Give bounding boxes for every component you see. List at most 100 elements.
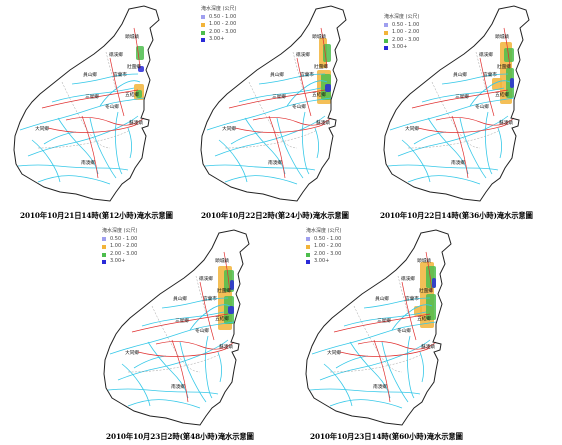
town-label: 壯圍鄉 [217,287,231,294]
river-line [214,115,326,157]
flood-map-panel-5: 淹水深度 (公尺) 0.50 - 1.00 1.00 - 2.00 2.00 -… [292,222,482,445]
river-line [407,175,481,185]
town-label: 南澳鄉 [268,159,282,166]
river-line [381,341,409,403]
legend-title: 淹水深度 (公尺) [102,228,138,234]
river-line [497,127,502,159]
river-line [114,111,123,175]
town-label: 大同鄉 [327,349,341,356]
town-label: 冬山鄉 [397,327,411,334]
river-line [389,97,515,131]
legend-label-3: 2.00 - 3.00 [110,250,138,257]
county-boundary [383,5,530,202]
river-line [147,341,189,399]
river-line [218,139,248,183]
town-label: 蘇澳鎮 [219,343,233,350]
river-line [419,351,424,383]
town-label: 員山鄉 [270,71,284,78]
river-line [401,139,431,183]
county-land [384,6,529,201]
town-label: 蘇澳鎮 [421,343,435,350]
township-boundary [353,305,403,373]
legend-swatch-4 [201,38,205,43]
river-line [109,321,235,355]
township-boundary [195,275,207,315]
river-line [276,117,304,179]
river-line [204,335,213,399]
river-line [224,175,298,185]
town-label: 三星鄉 [272,93,286,100]
road-line [503,27,511,69]
county-boundary [103,229,250,426]
road-line [479,57,495,117]
county-land [14,6,159,201]
legend-swatch-3 [384,38,388,43]
town-label: 宜蘭市 [405,295,419,302]
river-line [71,73,139,85]
legend-swatch-3 [306,252,310,257]
river-line [127,399,201,409]
town-label: 礁溪鄉 [199,275,213,282]
legend-swatch-4 [384,46,388,51]
map-caption-4: 2010年10月23日2時(第48小時)淹水示意圖 [106,432,254,441]
road-line [451,115,469,179]
legend-label-4: 3.00+ [209,36,225,43]
road-line [435,117,515,126]
town-label: 五結鄉 [417,315,431,322]
river-line [441,73,509,85]
town-label: 五結鄉 [312,91,326,98]
flood-area [228,306,234,314]
river-line [406,335,415,399]
town-label: 五結鄉 [215,315,229,322]
road-line [109,57,125,117]
town-label: 冬山鄉 [195,327,209,334]
river-line [413,131,447,145]
road-line [425,251,433,293]
legend-title: 淹水深度 (公尺) [306,228,342,234]
township-boundary [224,129,318,149]
town-label: 三星鄉 [377,317,391,324]
county-boundary [305,229,452,426]
legend-swatch-3 [102,252,106,257]
road-line [411,89,509,109]
flood-area [230,280,234,290]
town-label: 宜蘭市 [300,71,314,78]
river-line [469,80,511,107]
legend-swatch-1 [384,23,388,28]
flood-area [136,90,142,98]
town-label: 南澳鄉 [373,383,387,390]
road-line [268,115,286,179]
town-label: 大同鄉 [222,125,236,132]
town-label: 大同鄉 [405,125,419,132]
township-boundary [248,81,298,149]
river-line [238,87,322,103]
township-boundary [37,129,131,149]
town-label: 員山鄉 [375,295,389,302]
road-line [228,89,326,109]
river-line [99,80,141,107]
river-line [319,339,431,381]
map-caption-1: 2010年10月21日14時(第12小時)淹水示意圖 [20,211,173,220]
road-line [137,347,229,357]
township-boundary [127,353,221,373]
legend-label-4: 3.00+ [314,258,330,265]
legend-label-1: 0.50 - 1.00 [314,235,342,242]
town-label: 五結鄉 [125,91,139,98]
town-label: 壯圍鄉 [419,287,433,294]
river-line [230,131,264,145]
river-line [421,87,505,103]
flood-area [138,66,144,72]
township-boundary [151,305,201,373]
river-line [43,131,77,145]
legend-title: 淹水深度 (公尺) [201,6,237,12]
river-line [309,388,421,395]
town-label: 壯圍鄉 [314,63,328,70]
river-line [311,321,437,355]
town-label: 大同鄉 [125,349,139,356]
legend-title: 淹水深度 (公尺) [384,14,420,20]
